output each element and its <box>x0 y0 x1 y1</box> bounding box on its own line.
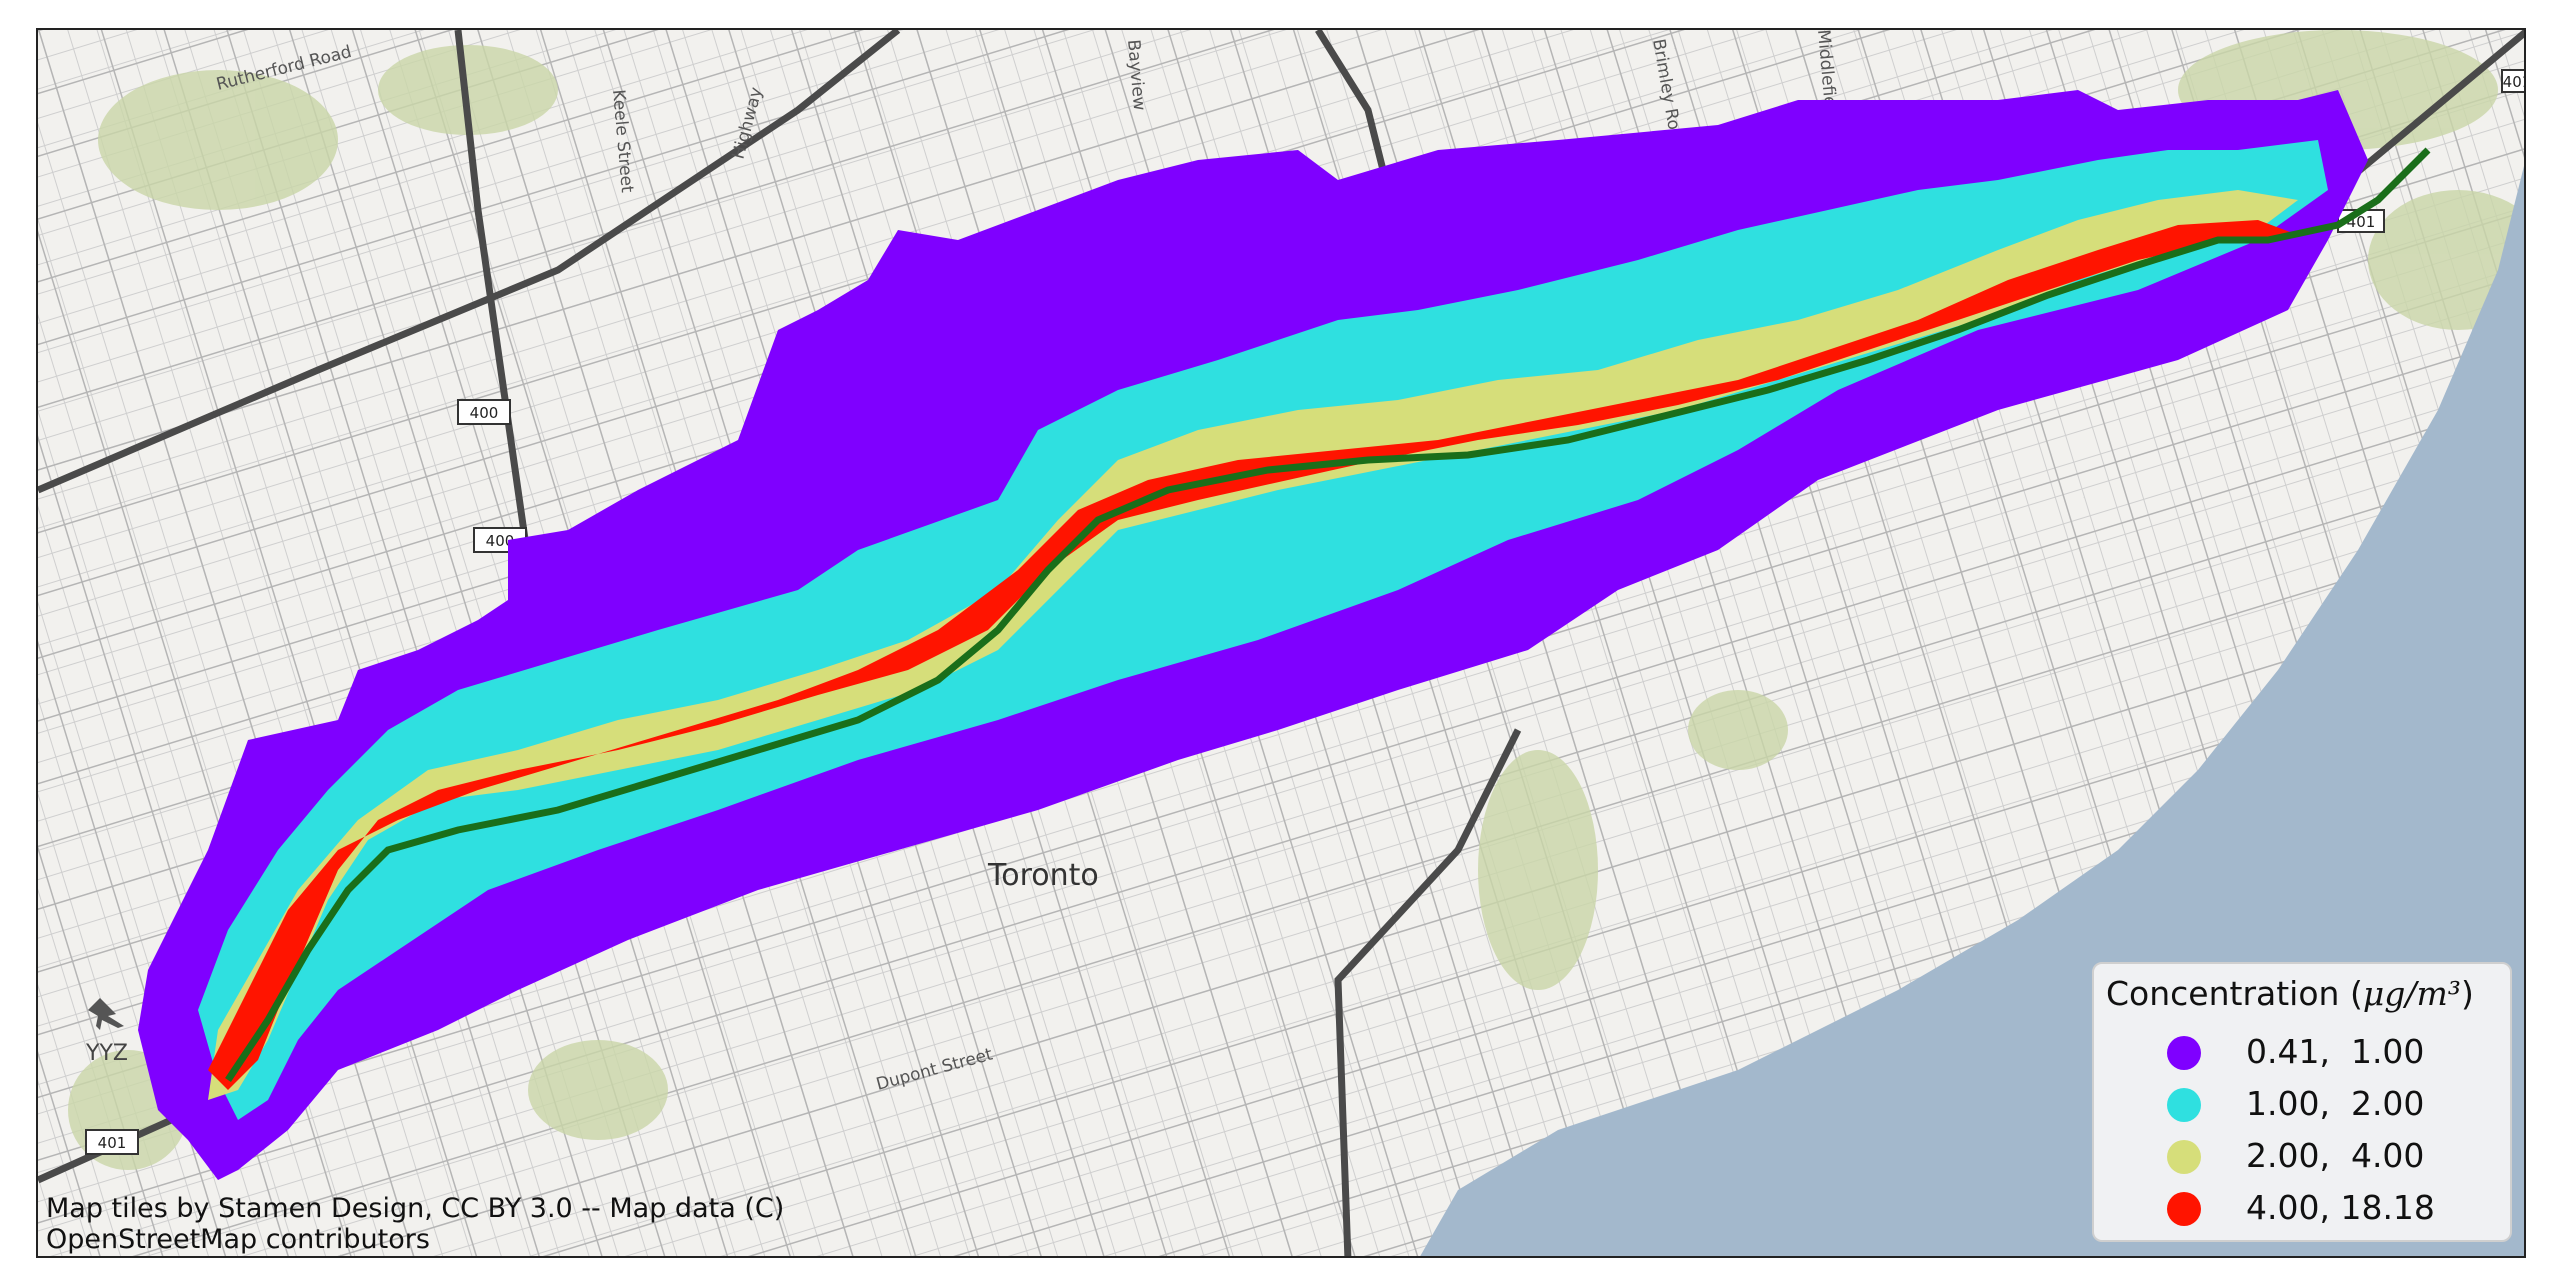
legend-item-1: 1.00, 2.00 <box>2094 1082 2510 1126</box>
legend: Concentration (μg/m³) 0.41, 1.00 1.00, 2… <box>2092 962 2512 1242</box>
map-attribution: Map tiles by Stamen Design, CC BY 3.0 --… <box>46 1193 784 1255</box>
attribution-line-2: OpenStreetMap contributors <box>46 1224 430 1255</box>
highway-401-route <box>225 147 2431 1082</box>
legend-title-prefix: Concentration ( <box>2106 974 2363 1013</box>
legend-item-label: 1.00, 2.00 <box>2246 1084 2425 1123</box>
svg-text:401: 401 <box>2503 73 2526 91</box>
legend-title-unit: μg/m³ <box>2362 974 2462 1013</box>
legend-marker-red <box>2167 1192 2201 1226</box>
legend-item-label: 2.00, 4.00 <box>2246 1136 2425 1175</box>
city-label: Toronto <box>987 858 1099 893</box>
legend-title-suffix: ) <box>2461 974 2474 1013</box>
legend-item-label: 4.00, 18.18 <box>2246 1188 2435 1227</box>
svg-text:400: 400 <box>486 532 515 550</box>
legend-marker-cyan <box>2167 1088 2201 1122</box>
legend-item-label: 0.41, 1.00 <box>2246 1032 2425 1071</box>
legend-marker-purple <box>2167 1036 2201 1070</box>
airplane-icon <box>88 998 124 1030</box>
svg-text:401: 401 <box>98 1134 127 1152</box>
legend-marker-yellow <box>2167 1140 2201 1174</box>
legend-item-2: 2.00, 4.00 <box>2094 1134 2510 1178</box>
attribution-line-1: Map tiles by Stamen Design, CC BY 3.0 --… <box>46 1193 785 1224</box>
svg-text:400: 400 <box>470 404 499 422</box>
legend-item-0: 0.41, 1.00 <box>2094 1030 2510 1074</box>
legend-item-3: 4.00, 18.18 <box>2094 1186 2510 1230</box>
legend-title: Concentration (μg/m³) <box>2106 974 2474 1013</box>
svg-text:YYZ: YYZ <box>85 1041 128 1066</box>
airport-marker: YYZ <box>85 998 128 1066</box>
